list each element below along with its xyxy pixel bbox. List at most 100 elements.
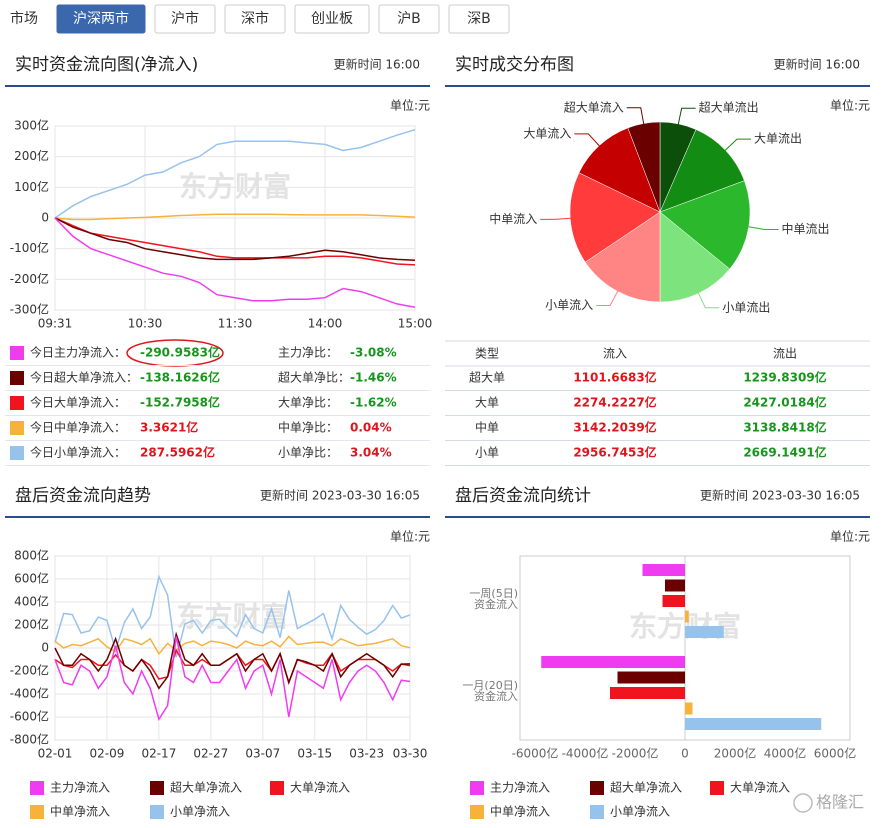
y-tick-label: 200亿 [14, 617, 49, 632]
bar [642, 564, 685, 576]
tab[interactable] [448, 4, 510, 34]
y-tick-label: 400亿 [14, 594, 49, 609]
ratio-label: 超大单净比： [278, 370, 350, 385]
tab-label[interactable]: 沪深两市 [73, 10, 129, 27]
summary-value: -290.9583亿 [140, 345, 220, 360]
legend-swatch [590, 781, 604, 795]
bar [685, 702, 693, 715]
bar [610, 687, 685, 699]
summary-value: 3.3621亿 [140, 420, 198, 435]
y-category-label: 资金流入 [474, 597, 518, 611]
table-header: 类型 [475, 347, 499, 361]
x-tick-label: 03-30 [393, 747, 428, 761]
tab-label[interactable]: 沪B [397, 11, 421, 27]
y-tick-label: 100亿 [14, 179, 49, 194]
summary-swatch [10, 396, 24, 410]
y-tick-label: 800亿 [14, 548, 49, 563]
y-tick-label: -800亿 [10, 732, 49, 747]
bar [685, 626, 724, 638]
legend-label: 大单净流入 [290, 781, 350, 795]
summary-value: 287.5962亿 [140, 445, 215, 460]
table-cell: 1239.8309亿 [743, 370, 826, 385]
footer-icon [793, 793, 813, 813]
panel-title: 盘后资金流向统计 [455, 486, 591, 506]
bar [541, 656, 685, 668]
panel-title: 实时成交分布图 [455, 55, 574, 75]
ratio-label: 小单净比： [278, 446, 338, 460]
tab-label[interactable]: 深市 [241, 10, 269, 27]
y-tick-label: -200亿 [10, 271, 49, 286]
legend-label: 小单净流入 [170, 805, 230, 819]
summary-value: -152.7958亿 [140, 395, 220, 410]
x-tick-label: -2000亿 [612, 746, 659, 761]
leader-line [744, 225, 779, 230]
table-header: 流入 [603, 347, 627, 361]
tab[interactable] [378, 4, 440, 34]
x-tick-label: 03-15 [297, 747, 332, 761]
table-cell: 3138.8418亿 [743, 420, 826, 435]
y-category-label: 一周(5日) [469, 587, 518, 600]
legend-label: 超大单净流入 [170, 780, 242, 795]
tab-label[interactable]: 沪市 [171, 10, 199, 27]
ratio-value: -1.46% [350, 371, 397, 385]
tab[interactable] [294, 4, 370, 34]
summary-label: 今日中单净流入： [30, 420, 126, 435]
ratio-label: 大单净比： [278, 396, 338, 410]
watermark: 东方财富 [176, 600, 288, 633]
x-tick-label: 11:30 [218, 317, 253, 331]
x-tick-label: 03-23 [349, 747, 384, 761]
bar [665, 579, 685, 592]
table-cell: 超大单 [469, 370, 505, 385]
unit-label: 单位:元 [390, 98, 430, 113]
x-tick-label: 10:30 [128, 317, 163, 331]
table-header: 流出 [773, 347, 797, 361]
tab[interactable] [56, 4, 146, 34]
x-tick-label: 02-27 [193, 747, 228, 761]
series-line [54, 574, 411, 658]
x-tick-label: 0 [681, 747, 689, 761]
legend-swatch [30, 781, 44, 795]
legend-swatch [470, 781, 484, 795]
series-line [54, 217, 416, 262]
x-tick-label: 4000亿 [764, 746, 807, 761]
ratio-value: -1.62% [350, 396, 397, 410]
summary-label: 今日超大单净流入： [30, 370, 138, 385]
ratio-label: 主力净比： [278, 346, 338, 360]
update-time: 更新时间 16:00 [334, 57, 420, 72]
x-tick-label: 02-01 [38, 747, 73, 761]
leader-line [574, 133, 603, 149]
table-cell: 2274.2227亿 [573, 395, 656, 410]
series-line [54, 213, 416, 221]
bar [617, 671, 685, 684]
pie-label: 小单流入 [545, 298, 593, 312]
legend-label: 小单净流入 [610, 805, 670, 819]
pie-label: 大单流出 [754, 132, 802, 146]
legend-label: 中单净流入 [50, 804, 110, 819]
tab[interactable] [224, 4, 286, 34]
pie-label: 小单流出 [722, 300, 770, 314]
tab[interactable] [154, 4, 216, 34]
legend-label: 主力净流入 [490, 781, 550, 795]
panel-title: 盘后资金流向趋势 [15, 486, 151, 506]
leader-line [677, 107, 696, 128]
y-tick-label: -100亿 [10, 240, 49, 255]
series-line [54, 635, 411, 656]
market-label: 市场 [10, 10, 38, 27]
leader-line [596, 287, 620, 307]
legend-label: 超大单净流入 [610, 780, 682, 795]
pie-label: 超大单流出 [699, 100, 759, 115]
pie-label: 中单流出 [782, 221, 830, 236]
legend-label: 主力净流入 [50, 781, 110, 795]
panel-title: 实时资金流向图(净流入) [15, 55, 198, 75]
summary-label: 今日小单净流入： [30, 445, 126, 460]
y-tick-label: -400亿 [10, 686, 49, 701]
series-line [54, 128, 416, 219]
tab-label[interactable]: 深B [467, 11, 491, 27]
unit-label: 单位:元 [830, 98, 870, 113]
legend-swatch [470, 805, 484, 819]
tab-label[interactable]: 创业板 [311, 11, 353, 27]
table-cell: 3142.2039亿 [573, 420, 656, 435]
y-tick-label: -200亿 [10, 663, 49, 678]
summary-swatch [10, 371, 24, 385]
